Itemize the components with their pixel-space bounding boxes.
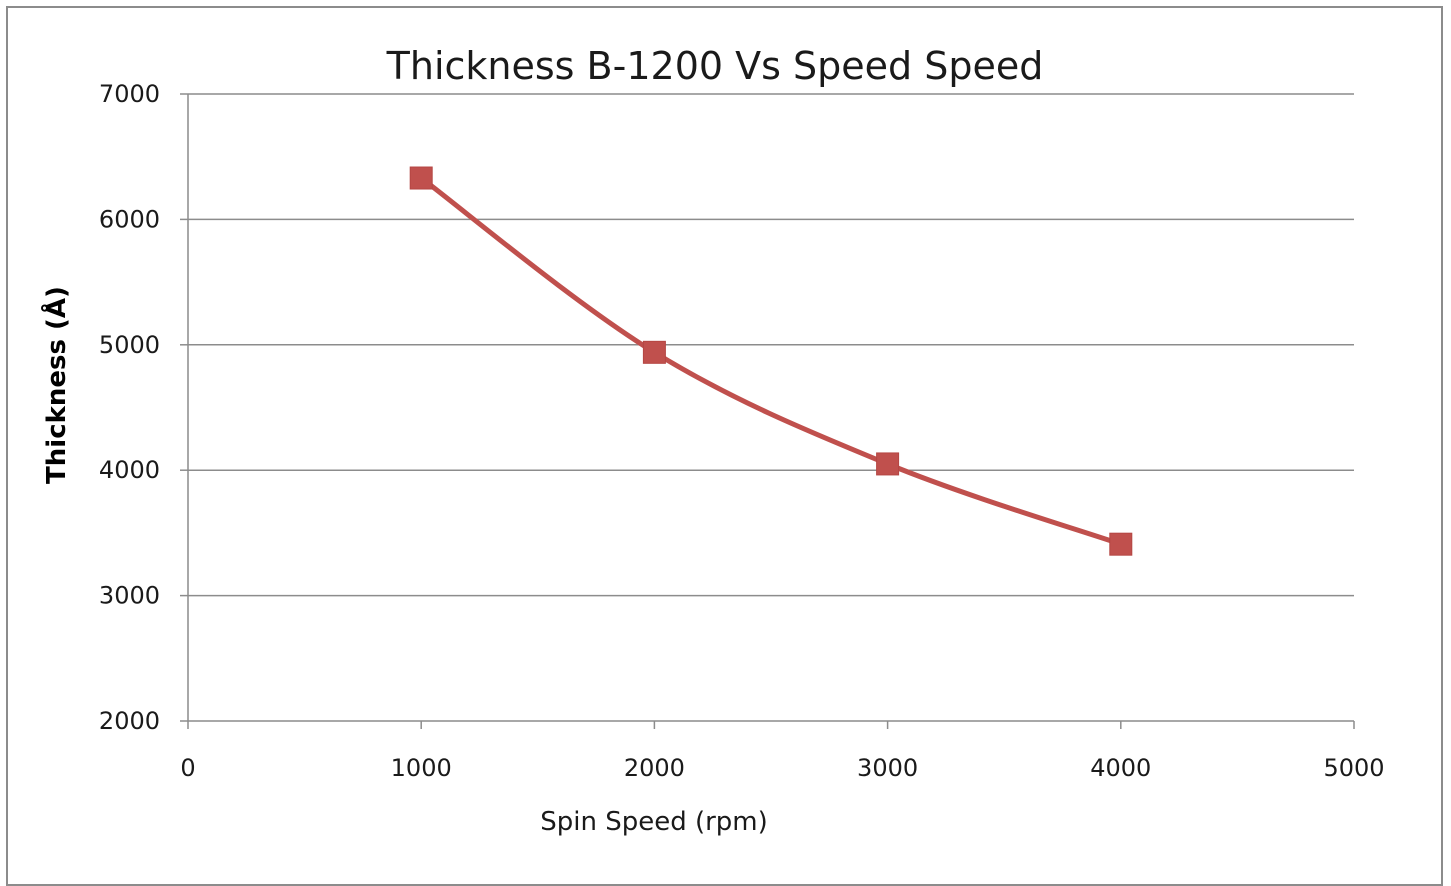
axes xyxy=(187,94,1354,722)
y-tick-label: 5000 xyxy=(99,331,160,359)
data-point-marker-3 xyxy=(876,452,900,476)
y-tick-label: 4000 xyxy=(99,456,160,484)
x-tick-label: 5000 xyxy=(1323,754,1384,782)
gridlines xyxy=(188,93,1354,597)
y-axis-ticks: 2000 3000 4000 5000 6000 7000 xyxy=(99,80,188,735)
x-tick-label: 2000 xyxy=(624,754,685,782)
y-tick-label: 2000 xyxy=(99,707,160,735)
x-axis-title: Spin Speed (rpm) xyxy=(540,807,768,837)
x-axis-ticks: 0 1000 2000 3000 4000 5000 xyxy=(180,721,1385,782)
chart-frame xyxy=(6,6,1443,886)
x-tick-label: 4000 xyxy=(1090,754,1151,782)
x-tick-label: 1000 xyxy=(391,754,452,782)
y-tick-label: 6000 xyxy=(99,205,160,233)
data-point-marker-2 xyxy=(642,340,666,364)
series-line-0 xyxy=(418,175,1124,547)
line-chart: Thickness B-1200 Vs Speed Speed 2000 3000… xyxy=(40,44,1385,837)
y-tick-label: 7000 xyxy=(99,80,160,108)
chart-title: Thickness B-1200 Vs Speed Speed xyxy=(386,44,1044,88)
y-tick-label: 3000 xyxy=(99,582,160,610)
x-tick-label: 3000 xyxy=(857,754,918,782)
series xyxy=(409,166,1133,556)
data-point-marker-1 xyxy=(409,166,433,190)
y-axis-title: Thickness (Å) xyxy=(40,286,72,484)
x-tick-label: 0 xyxy=(180,754,195,782)
data-point-marker-4 xyxy=(1109,532,1133,556)
